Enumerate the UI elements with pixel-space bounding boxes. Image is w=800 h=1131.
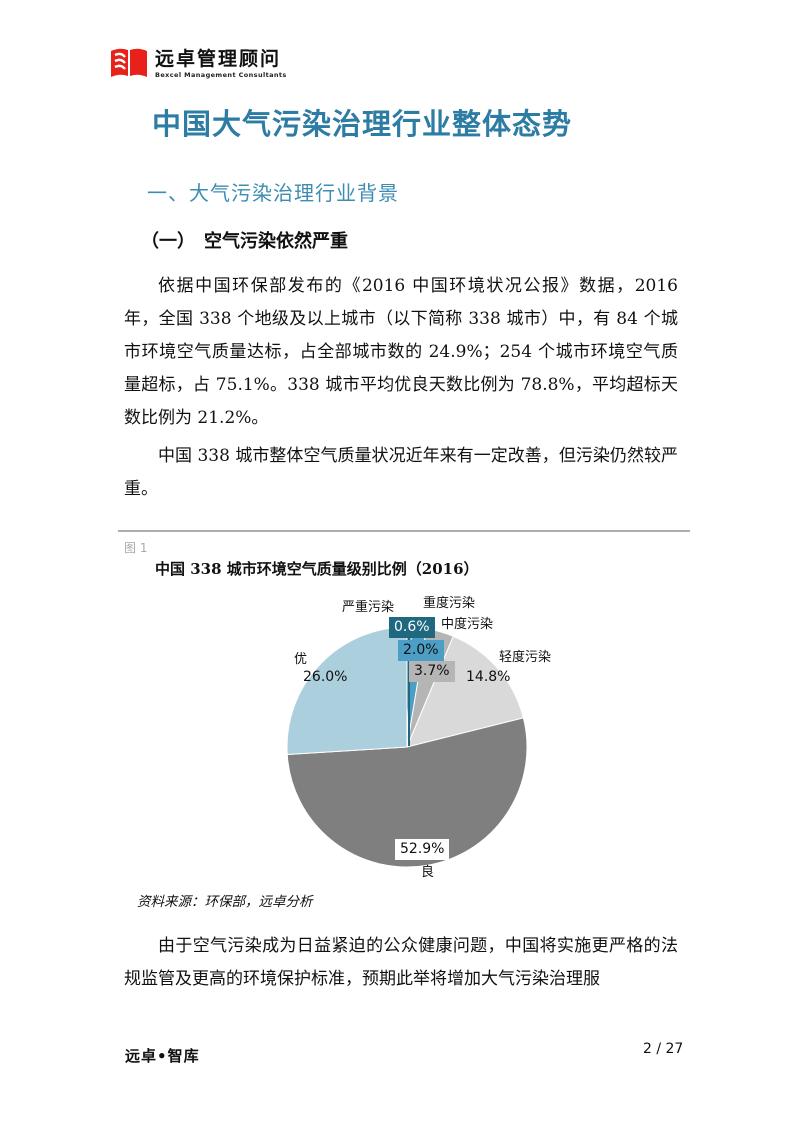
pie-value-heavy: 2.0%	[398, 640, 444, 661]
logo-name-en: Bexcel Management Consultants	[155, 71, 287, 79]
pie-label-moderate: 中度污染	[441, 617, 494, 632]
paragraph-2: 中国 338 城市整体空气质量状况近年来有一定改善，但污染仍然较严重。	[124, 446, 678, 499]
pie-slice-6	[286, 626, 408, 756]
pie-label-light: 轻度污染	[499, 650, 552, 665]
company-logo: 远卓管理顾问 Bexcel Management Consultants	[110, 46, 287, 80]
figure-label: 图 1	[124, 541, 148, 555]
pie-value-good: 52.9%	[395, 839, 450, 860]
pie-value-excellent: 26.0%	[303, 669, 348, 685]
paragraph-1: 依据中国环保部发布的《2016 中国环境状况公报》数据，2016 年，全国 33…	[124, 276, 678, 428]
figure-title: 中国 338 城市环境空气质量级别比例（2016）	[155, 560, 479, 578]
section-heading: 一、大气污染治理行业背景	[147, 181, 399, 205]
pie-value-light: 14.8%	[466, 669, 511, 685]
pie-label-heavy: 重度污染	[423, 596, 476, 611]
logo-name-cn: 远卓管理顾问	[155, 48, 282, 70]
pie-value-severe: 0.6%	[389, 617, 435, 638]
logo-text: 远卓管理顾问 Bexcel Management Consultants	[155, 46, 287, 79]
logo-book-icon	[111, 48, 147, 77]
page-number: 2 / 27	[643, 1041, 684, 1057]
figure-top-rule	[118, 530, 690, 532]
pie-slice-4	[406, 635, 525, 748]
page-title: 中国大气污染治理行业整体态势	[152, 107, 573, 141]
subsection-heading: （一） 空气污染依然严重	[141, 231, 348, 252]
footer-brand: 远卓•智库	[125, 1047, 200, 1065]
pie-label-severe: 严重污染	[342, 600, 395, 615]
source-note: 资料来源：环保部，远卓分析	[137, 894, 313, 910]
pie-chart: 严重污染 0.6% 重度污染 2.0% 中度污染 3.7% 轻度污染 14.8%…	[124, 590, 678, 888]
pie-label-excellent: 优	[294, 652, 308, 667]
pie-label-good: 良	[421, 865, 435, 880]
pie-value-moderate: 3.7%	[409, 661, 455, 682]
leader-line-severe	[408, 638, 410, 746]
paragraph-3: 由于空气污染成为日益紧迫的公众健康问题，中国将实施更严格的法规监管及更高的环境保…	[124, 936, 678, 989]
pie-slice-5	[286, 717, 528, 868]
